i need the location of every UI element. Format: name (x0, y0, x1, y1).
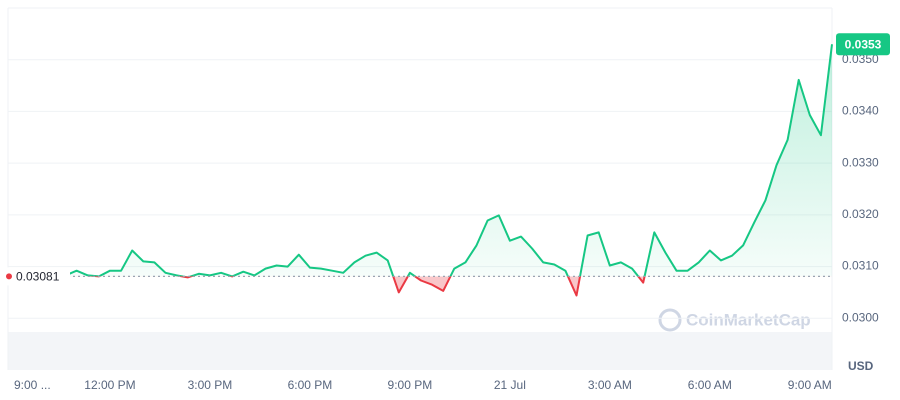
price-line-below (10, 276, 646, 297)
x-tick-label: 6:00 PM (288, 378, 333, 392)
x-tick-label: 21 Jul (494, 378, 526, 392)
y-tick-label: 0.0300 (842, 310, 879, 324)
x-tick-label: 3:00 AM (588, 378, 632, 392)
x-tick-label: 9:00 PM (388, 378, 433, 392)
baseline-label: 0.03081 (16, 270, 60, 284)
area-above (10, 44, 832, 277)
x-tick-label: 6:00 AM (688, 378, 732, 392)
price-badge-label: 0.0353 (845, 37, 882, 51)
x-tick-label: 9:00 ... (14, 378, 51, 392)
y-tick-label: 0.0310 (842, 259, 879, 273)
y-tick-label: 0.0330 (842, 155, 879, 169)
volume-area (8, 332, 832, 370)
price-line (43, 44, 833, 277)
watermark: CoinMarketCap (658, 308, 811, 332)
watermark-text: CoinMarketCap (686, 310, 811, 329)
watermark-logo (658, 308, 682, 332)
x-tick-label: 3:00 PM (188, 378, 233, 392)
y-tick-label: 0.0350 (842, 52, 879, 66)
baseline-label-bg (0, 267, 70, 286)
y-axis-label: USD (848, 359, 874, 373)
y-tick-label: 0.0320 (842, 207, 879, 221)
x-tick-label: 9:00 AM (788, 378, 832, 392)
baseline-dot (6, 273, 12, 280)
price-badge (836, 33, 890, 56)
y-tick-label: 0.0340 (842, 104, 879, 118)
x-tick-label: 12:00 PM (84, 378, 135, 392)
